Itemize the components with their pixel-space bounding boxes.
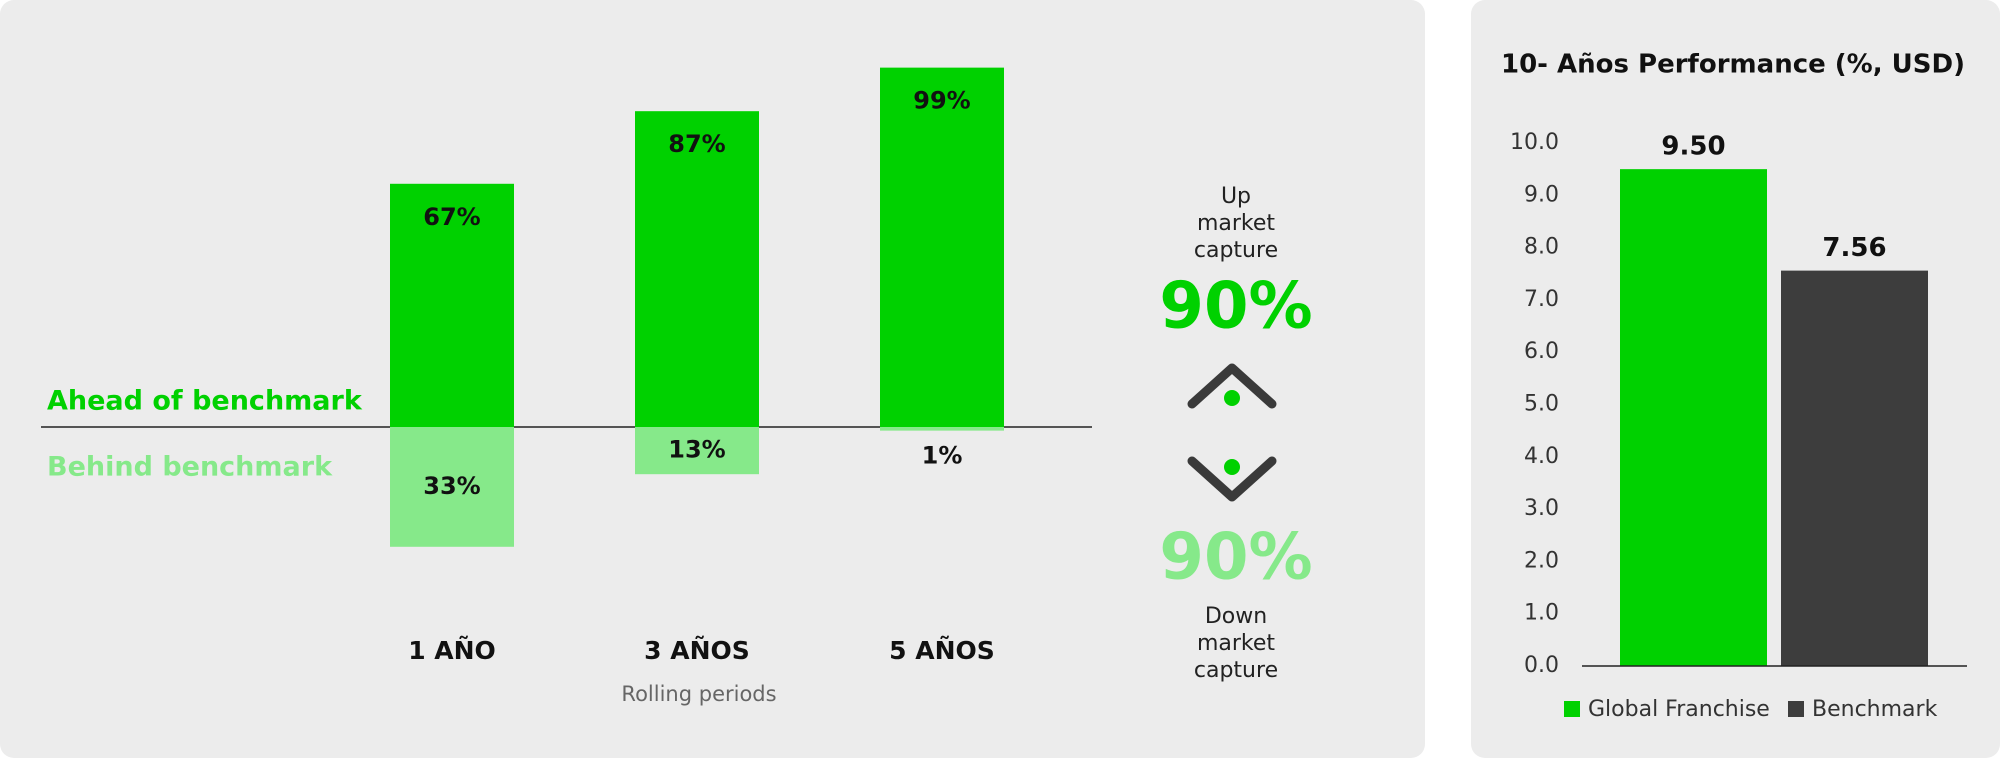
y-tick-label: 2.0 — [1524, 548, 1559, 573]
bar — [880, 427, 1004, 431]
y-tick-label: 9.0 — [1524, 182, 1559, 207]
bar — [880, 67, 1004, 427]
legend-label: Behind benchmark — [47, 452, 333, 483]
chart-title: 10- Años Performance (%, USD) — [1501, 50, 1965, 80]
legend-label: Global Franchise — [1588, 697, 1770, 722]
bar — [1620, 169, 1767, 666]
y-tick-label: 4.0 — [1524, 444, 1559, 469]
x-tick-label: 1 AÑO — [408, 636, 496, 665]
value-label: 1% — [922, 442, 963, 470]
capture-label: Up market capture — [1193, 184, 1279, 263]
y-tick-label: 6.0 — [1524, 339, 1559, 364]
bar — [635, 111, 759, 427]
x-axis-label: Rolling periods — [621, 682, 776, 706]
capture-value: 90% — [1159, 270, 1312, 344]
value-label: 33% — [423, 472, 480, 500]
y-tick-label: 7.0 — [1524, 287, 1559, 312]
value-label: 99% — [913, 87, 970, 115]
y-tick-label: 0.0 — [1524, 653, 1559, 678]
capture-label-box: Up market capture — [1193, 184, 1279, 263]
bar — [390, 183, 514, 427]
capture-value: 90% — [1159, 521, 1312, 595]
legend-label: Ahead of benchmark — [47, 386, 363, 417]
legend-swatch — [1788, 701, 1804, 717]
value-label: 67% — [423, 203, 480, 231]
y-tick-label: 8.0 — [1524, 235, 1559, 260]
down-chevron — [1187, 456, 1277, 502]
up-chevron — [1187, 363, 1277, 409]
value-label: 7.56 — [1822, 233, 1886, 263]
capture-label: Down market capture — [1193, 604, 1279, 683]
value-label: 9.50 — [1661, 132, 1725, 162]
down-dot — [1224, 459, 1240, 475]
y-tick-label: 1.0 — [1524, 601, 1559, 626]
x-tick-label: 3 AÑOS — [644, 636, 750, 665]
bar — [1781, 270, 1928, 666]
up-dot — [1224, 390, 1240, 406]
bar — [635, 427, 759, 475]
x-tick-label: 5 AÑOS — [889, 636, 995, 665]
y-tick-label: 3.0 — [1524, 496, 1559, 521]
bar — [390, 427, 514, 547]
capture-label-box: Down market capture — [1193, 604, 1279, 683]
y-tick-label: 5.0 — [1524, 392, 1559, 417]
value-label: 13% — [668, 436, 725, 464]
y-tick-label: 10.0 — [1510, 130, 1559, 155]
value-label: 87% — [668, 130, 725, 158]
legend-label: Benchmark — [1812, 697, 1938, 722]
legend-swatch — [1564, 701, 1580, 717]
